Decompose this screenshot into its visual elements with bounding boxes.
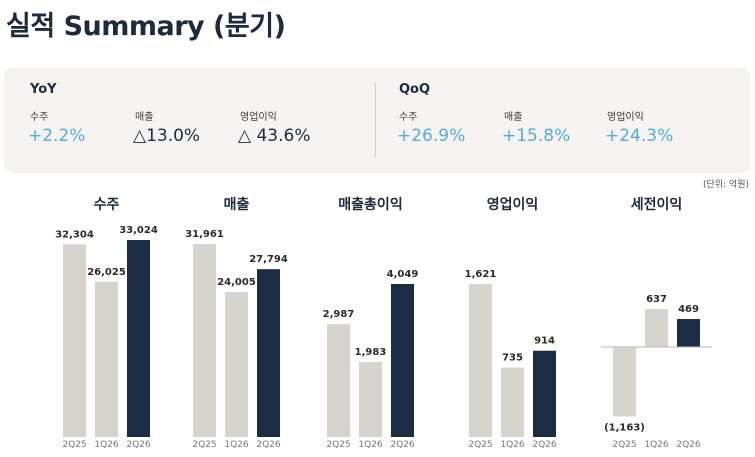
- bar-value-label: (1,163): [604, 422, 645, 433]
- bar: [677, 319, 700, 347]
- bar-value-label: 2,987: [323, 309, 355, 320]
- bar: [533, 350, 556, 437]
- bar: [63, 244, 86, 437]
- bar: [127, 240, 150, 437]
- tick-label: 2Q25: [62, 440, 86, 450]
- bar: [225, 292, 248, 437]
- qoq-sales-label: 매출: [504, 112, 523, 123]
- bar-value-label: 469: [678, 304, 699, 315]
- bar: [257, 269, 280, 437]
- page-title: 실적 Summary (분기): [6, 11, 286, 42]
- tick-label: 1Q26: [644, 440, 669, 450]
- bar: [327, 324, 350, 437]
- qoq-op-income-label: 영업이익: [607, 112, 644, 123]
- bar-value-label: 31,961: [185, 229, 224, 240]
- summary-divider: [375, 83, 376, 157]
- chart-title: 영업이익: [487, 196, 539, 213]
- bar-value-label: 637: [646, 294, 667, 305]
- bar: [501, 367, 524, 437]
- qoq-op-income-value: +24.3%: [605, 126, 674, 146]
- bar: [469, 284, 492, 437]
- summary-box: YoY 수주 +2.2% 매출 △13.0% 영업이익 △ 43.6% QoQ …: [4, 68, 750, 173]
- chart-title: 수주: [94, 197, 120, 213]
- bar-value-label: 33,024: [119, 225, 158, 236]
- unit-note: (단위: 억원): [702, 180, 749, 190]
- chart-title: 매출: [224, 196, 250, 213]
- yoy-op-income-label: 영업이익: [240, 112, 277, 123]
- bar-value-label: 914: [534, 336, 555, 347]
- tick-label: 2Q26: [126, 440, 151, 450]
- tick-label: 2Q25: [192, 440, 216, 450]
- chart-title: 세전이익: [631, 196, 683, 213]
- qoq-title: QoQ: [399, 82, 431, 97]
- bar-value-label: 1,621: [465, 269, 497, 280]
- yoy-orders-label: 수주: [30, 112, 49, 123]
- bar-value-label: 27,794: [249, 254, 288, 265]
- tick-label: 2Q26: [532, 440, 557, 450]
- yoy-orders-value: +2.2%: [28, 126, 86, 146]
- tick-label: 2Q25: [326, 440, 350, 450]
- qoq-sales-value: +15.8%: [502, 126, 571, 146]
- yoy-op-income-value: △ 43.6%: [238, 126, 311, 146]
- bar: [645, 309, 668, 347]
- chart-title: 매출총이익: [338, 196, 402, 213]
- yoy-title: YoY: [30, 82, 57, 97]
- bar-value-label: 26,025: [87, 267, 126, 278]
- tick-label: 2Q26: [390, 440, 415, 450]
- tick-label: 2Q26: [256, 440, 281, 450]
- qoq-orders-value: +26.9%: [397, 126, 466, 146]
- bar: [391, 284, 414, 437]
- bar: [193, 244, 216, 437]
- bar-value-label: 24,005: [217, 277, 256, 288]
- yoy-sales-value: △13.0%: [133, 126, 201, 146]
- tick-label: 2Q25: [468, 440, 492, 450]
- tick-label: 1Q26: [94, 440, 119, 450]
- bar-value-label: 735: [502, 353, 523, 364]
- tick-label: 2Q26: [676, 440, 701, 450]
- bar-value-label: 32,304: [55, 229, 94, 240]
- bar-value-label: 1,983: [355, 347, 387, 358]
- tick-label: 1Q26: [500, 440, 525, 450]
- bar: [613, 347, 636, 417]
- tick-label: 1Q26: [358, 440, 383, 450]
- yoy-sales-label: 매출: [135, 112, 154, 123]
- tick-label: 1Q26: [224, 440, 249, 450]
- tick-label: 2Q25: [612, 440, 636, 450]
- bar: [359, 362, 382, 437]
- qoq-orders-label: 수주: [399, 112, 418, 123]
- bar: [95, 281, 118, 437]
- bar-value-label: 4,049: [387, 269, 419, 280]
